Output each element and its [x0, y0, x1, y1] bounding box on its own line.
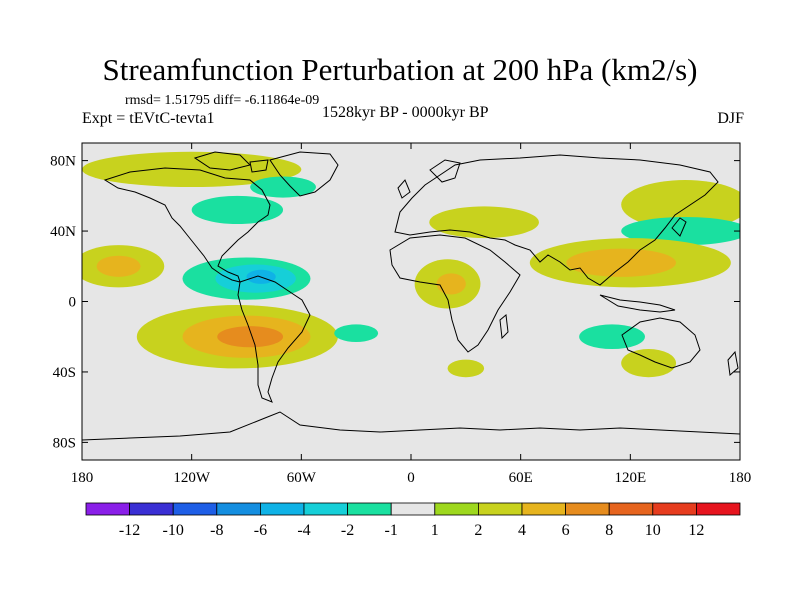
coastline-japan	[671, 217, 687, 237]
coastline-madagascar	[499, 314, 509, 340]
colorbar-label: 10	[645, 522, 661, 539]
coastline-greenland	[269, 151, 339, 197]
y-tick-label: 40S	[53, 365, 76, 381]
coastline-indonesia	[599, 294, 676, 313]
coastline-scandinavia	[397, 159, 461, 199]
colorbar-swatch-9	[477, 502, 523, 516]
stats-label: rmsd= 1.51795 diff= -6.11864e-09	[125, 93, 320, 108]
colorbar-label: 1	[431, 522, 439, 539]
colorbar-swatch-1	[129, 502, 174, 516]
colorbar-swatch-4	[259, 502, 305, 516]
x-tick-label: 180	[71, 470, 94, 486]
coastline-south-america	[237, 275, 311, 403]
colorbar-swatch-6	[347, 502, 392, 516]
field-contour-28	[217, 326, 284, 348]
colorbar-label: -2	[341, 522, 354, 539]
field-contour-13	[334, 324, 379, 343]
colorbar-label: 6	[562, 522, 570, 539]
colorbar-swatch-11	[565, 502, 610, 516]
colorbar-swatch-14	[696, 502, 741, 516]
colorbar-label: 4	[518, 522, 526, 539]
axis-layer: 180 120W 60W 0 60E 120E 180 80N 40N 0 40S 80S	[50, 143, 751, 486]
field-contour-5	[429, 157, 613, 182]
coastline-australia	[621, 317, 701, 369]
colorbar-label: -1	[385, 522, 398, 539]
y-tick-label: 80N	[50, 154, 76, 170]
x-tick-label: 180	[729, 470, 752, 486]
coastline-africa	[389, 234, 521, 353]
x-tick-label: 60E	[509, 470, 533, 486]
colorbar-label: -12	[119, 522, 140, 539]
y-tick-label: 0	[69, 295, 77, 311]
field-contour-4	[295, 368, 362, 383]
coastline-layer	[82, 151, 740, 441]
coastline-antarctica	[82, 411, 740, 441]
colorbar-label: 12	[688, 522, 704, 539]
x-tick-label: 120W	[173, 470, 211, 486]
colorbar-swatch-10	[521, 502, 566, 516]
coastline-new-zealand	[727, 350, 739, 376]
colorbar-swatch-5	[303, 502, 348, 516]
field-contour-22	[96, 255, 141, 277]
x-tick-label: 120E	[614, 470, 646, 486]
colorbar-swatch-13	[652, 502, 697, 516]
x-tick-label: 0	[407, 470, 415, 486]
y-tick-label: 80S	[53, 435, 76, 451]
colorbar-label: 2	[474, 522, 482, 539]
season-label: DJF	[717, 110, 744, 127]
colorbar-swatch-0	[85, 502, 130, 516]
colorbar-swatch-3	[216, 502, 261, 516]
colorbar-swatch-8	[434, 502, 479, 516]
field-contour-16	[621, 179, 740, 230]
colorbar-label: -6	[254, 522, 267, 539]
field-contour-8	[191, 195, 284, 225]
colorbar-label: -8	[210, 522, 223, 539]
colorbar: -12 -10 -8 -6 -4 -2 -1 1 2 4 6 8 10 12	[85, 502, 741, 539]
field-contour-15	[429, 206, 539, 239]
field-contour-19	[579, 324, 645, 350]
colorbar-swatch-7	[390, 502, 436, 516]
coastline-arctic-islands	[193, 151, 269, 173]
experiment-label: Expt = tEVtC-tevta1	[82, 110, 215, 127]
colorbar-label: 8	[605, 522, 613, 539]
field-contour-20	[621, 349, 677, 378]
chart-title: Streamfunction Perturbation at 200 hPa (…	[102, 52, 698, 87]
colorbar-label: -10	[163, 522, 184, 539]
field-contour-17	[621, 216, 740, 246]
colorbar-swatch-2	[172, 502, 218, 516]
field-contour-9	[250, 176, 316, 198]
field-contour-21	[447, 359, 485, 378]
field-contour-25	[436, 273, 466, 295]
colorbar-swatch-12	[608, 502, 654, 516]
period-label: 1528kyr BP - 0000kyr BP	[322, 104, 489, 121]
coastline-north-america	[103, 167, 271, 283]
colorbar-label: -4	[297, 522, 310, 539]
field-contour-26	[566, 248, 677, 277]
x-tick-label: 60W	[287, 470, 317, 486]
y-tick-label: 40N	[50, 224, 76, 240]
coastline-eurasia	[394, 154, 719, 286]
